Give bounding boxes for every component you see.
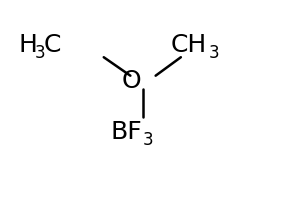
Text: O: O — [122, 69, 142, 93]
Text: BF: BF — [111, 120, 142, 144]
Text: C: C — [43, 33, 61, 57]
Text: 3: 3 — [209, 44, 220, 62]
Text: H: H — [18, 33, 37, 57]
Text: 3: 3 — [143, 131, 154, 149]
Text: CH: CH — [171, 33, 207, 57]
Text: 3: 3 — [35, 44, 46, 62]
